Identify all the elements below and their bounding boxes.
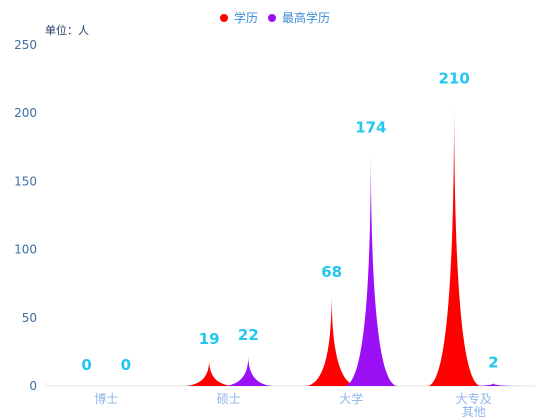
data-labels: 0 19 68 210 0 22 174 2 (81, 70, 498, 374)
legend-label-0[interactable]: 学历 (234, 10, 258, 25)
category-label-line: 硕士 (217, 392, 241, 406)
data-label-1-2: 174 (355, 119, 386, 137)
legend-label-1[interactable]: 最高学历 (282, 10, 330, 25)
y-tick-label-1: 50 (22, 311, 37, 325)
data-label-0-2: 68 (321, 263, 342, 281)
data-label-0-0: 0 (81, 356, 91, 374)
spike-1-1[interactable] (221, 355, 276, 386)
legend: 学历 最高学历 (220, 10, 330, 25)
y-tick-label-0: 0 (29, 379, 37, 393)
spike-0-1[interactable] (182, 360, 237, 386)
data-label-1-1: 22 (238, 326, 259, 344)
category-label-0: 博士 (94, 391, 118, 406)
legend-marker-1[interactable] (268, 14, 276, 22)
category-label-line: 其他 (462, 405, 486, 419)
data-label-0-1: 19 (199, 330, 220, 348)
y-tick-label-5: 250 (14, 38, 37, 52)
category-label-line: 大学 (339, 391, 363, 406)
category-label-line: 博士 (94, 391, 118, 406)
spike-1-3[interactable] (466, 383, 521, 386)
category-label-1: 硕士 (217, 392, 241, 406)
y-tick-label-3: 150 (14, 174, 37, 188)
spike-0-2[interactable] (304, 293, 359, 386)
y-axis: 0 50 100 150 200 250 (14, 38, 37, 393)
category-label-line: 大专及 (456, 391, 492, 406)
unit-label: 单位：人 (45, 23, 89, 37)
legend-marker-0[interactable] (220, 14, 228, 22)
category-label-3: 大专及其他 (456, 391, 492, 419)
y-tick-label-2: 100 (14, 243, 37, 257)
spike-1-2[interactable] (343, 148, 398, 386)
data-label-1-3: 2 (488, 353, 498, 371)
data-label-1-0: 0 (121, 356, 131, 374)
y-tick-label-4: 200 (14, 106, 37, 120)
category-label-2: 大学 (339, 391, 363, 406)
data-label-0-3: 210 (438, 70, 469, 88)
chart-marks (182, 99, 521, 386)
spike-0-3[interactable] (427, 99, 482, 386)
x-axis: 博士 硕士 大学 大专及其他 (94, 391, 492, 419)
